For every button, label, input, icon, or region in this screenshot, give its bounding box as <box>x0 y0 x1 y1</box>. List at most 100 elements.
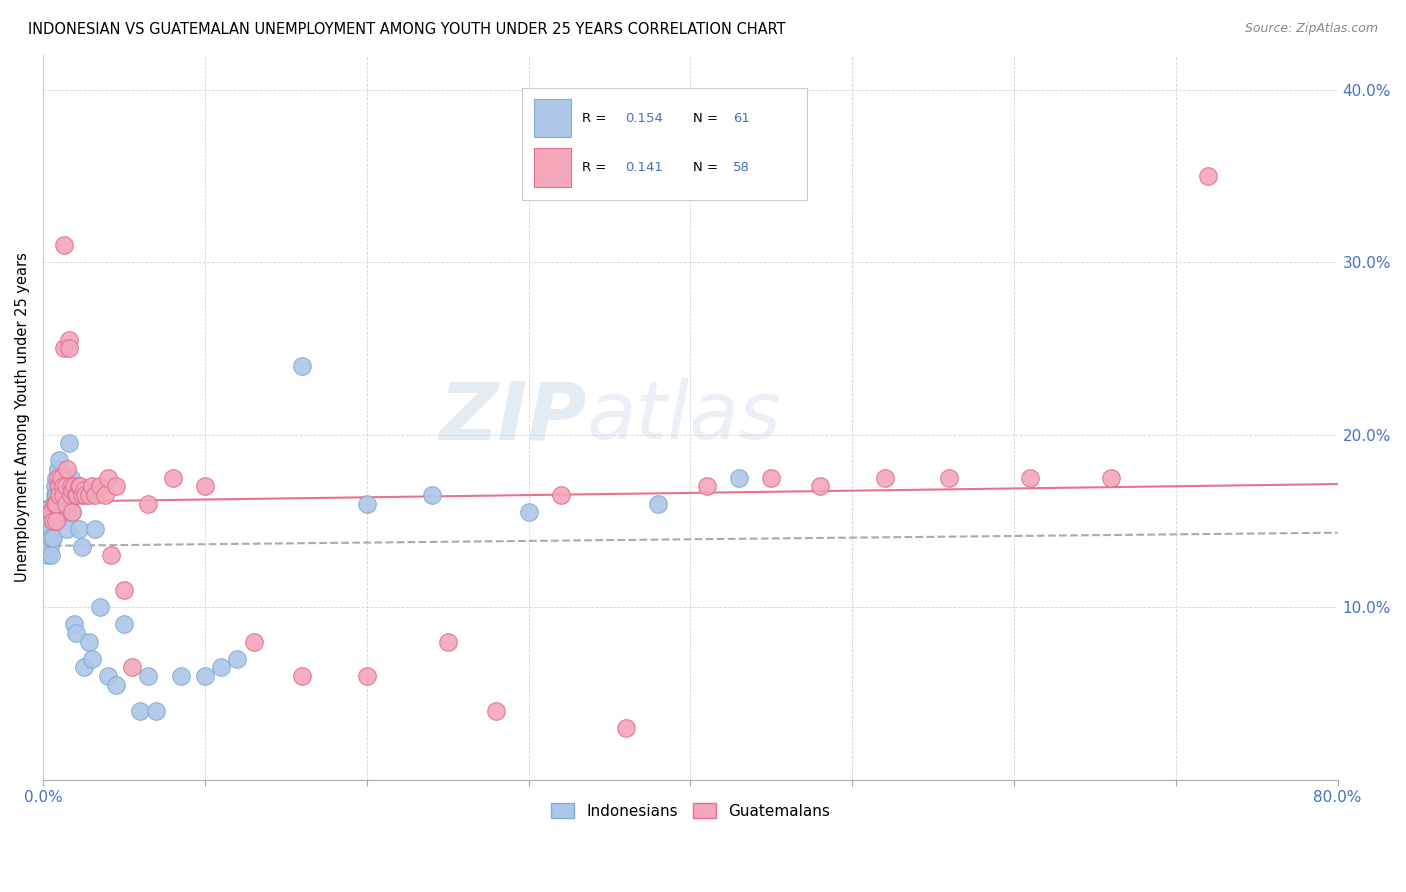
Point <box>67 479 90 493</box>
Point <box>761 471 783 485</box>
Point <box>420 488 443 502</box>
Point <box>49 497 72 511</box>
Point <box>77 488 100 502</box>
Point <box>356 669 378 683</box>
Point <box>145 704 167 718</box>
Point <box>44 479 66 493</box>
Point <box>550 488 572 502</box>
Point <box>291 669 314 683</box>
Point <box>80 479 103 493</box>
Point <box>38 505 60 519</box>
Point <box>65 488 87 502</box>
Point <box>1019 471 1042 485</box>
Point <box>696 479 718 493</box>
Point <box>242 634 264 648</box>
Point <box>89 600 111 615</box>
Point <box>39 531 62 545</box>
Point <box>56 505 79 519</box>
Point <box>58 436 80 450</box>
Point <box>70 488 93 502</box>
Point <box>1197 169 1219 183</box>
Point <box>46 497 69 511</box>
Point <box>59 488 82 502</box>
Text: Source: ZipAtlas.com: Source: ZipAtlas.com <box>1244 22 1378 36</box>
Point <box>93 488 115 502</box>
Point <box>44 505 66 519</box>
Point <box>42 497 65 511</box>
Point <box>48 453 70 467</box>
Point <box>112 582 135 597</box>
Point <box>59 479 82 493</box>
Point <box>58 342 80 356</box>
Point <box>45 497 67 511</box>
Point <box>52 471 75 485</box>
Point <box>80 652 103 666</box>
Point <box>39 549 62 563</box>
Point <box>647 497 669 511</box>
Point <box>162 471 184 485</box>
Point <box>89 479 111 493</box>
Point <box>121 660 143 674</box>
Point <box>356 497 378 511</box>
Point <box>58 333 80 347</box>
Point <box>39 523 62 537</box>
Point <box>60 505 83 519</box>
Point <box>70 540 93 554</box>
Point <box>65 626 87 640</box>
Point <box>728 471 751 485</box>
Point <box>938 471 960 485</box>
Point <box>39 514 62 528</box>
Point <box>55 497 77 511</box>
Point <box>55 497 77 511</box>
Point <box>45 471 67 485</box>
Point <box>52 488 75 502</box>
Y-axis label: Unemployment Among Youth under 25 years: Unemployment Among Youth under 25 years <box>15 252 30 582</box>
Point <box>194 669 217 683</box>
Point <box>517 505 540 519</box>
Point <box>49 471 72 485</box>
Point <box>53 342 76 356</box>
Point <box>873 471 896 485</box>
Legend: Indonesians, Guatemalans: Indonesians, Guatemalans <box>543 795 838 826</box>
Point <box>39 505 62 519</box>
Point <box>46 479 69 493</box>
Point <box>105 678 128 692</box>
Point <box>75 488 97 502</box>
Point <box>209 660 232 674</box>
Point <box>45 488 67 502</box>
Point <box>38 523 60 537</box>
Point <box>84 488 107 502</box>
Point <box>59 471 82 485</box>
Point <box>69 479 91 493</box>
Point <box>614 721 637 735</box>
Point <box>112 617 135 632</box>
Point <box>97 471 120 485</box>
Point <box>77 634 100 648</box>
Point <box>138 497 160 511</box>
Point <box>42 505 65 519</box>
Point <box>42 531 65 545</box>
Point <box>436 634 458 648</box>
Point <box>67 523 90 537</box>
Point <box>48 479 70 493</box>
Point <box>63 617 86 632</box>
Point <box>66 488 89 502</box>
Point <box>55 479 77 493</box>
Point <box>53 497 76 511</box>
Point <box>48 488 70 502</box>
Point <box>1099 471 1122 485</box>
Point <box>105 479 128 493</box>
Point <box>45 514 67 528</box>
Point <box>72 483 94 497</box>
Point <box>46 471 69 485</box>
Point <box>170 669 193 683</box>
Text: INDONESIAN VS GUATEMALAN UNEMPLOYMENT AMONG YOUTH UNDER 25 YEARS CORRELATION CHA: INDONESIAN VS GUATEMALAN UNEMPLOYMENT AM… <box>28 22 786 37</box>
Point <box>42 514 65 528</box>
Point <box>63 479 86 493</box>
Point <box>53 471 76 485</box>
Text: ZIP: ZIP <box>440 378 586 457</box>
Point <box>45 514 67 528</box>
Point <box>129 704 152 718</box>
Point <box>97 669 120 683</box>
Point <box>44 488 66 502</box>
